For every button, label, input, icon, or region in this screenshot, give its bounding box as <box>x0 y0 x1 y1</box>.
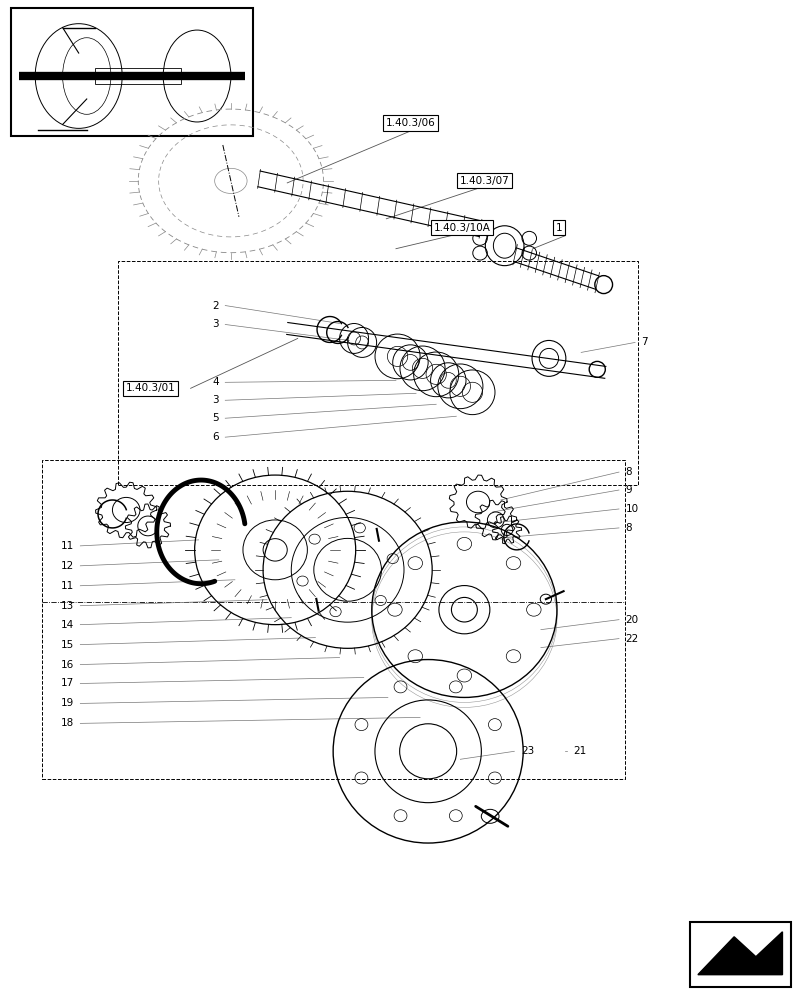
Text: 6: 6 <box>213 432 219 442</box>
Text: 1: 1 <box>556 223 562 233</box>
Text: 1.40.3/06: 1.40.3/06 <box>385 118 436 128</box>
Text: 1.40.3/01: 1.40.3/01 <box>125 383 175 393</box>
Text: 21: 21 <box>573 746 587 756</box>
Text: 12: 12 <box>61 561 74 571</box>
Text: 19: 19 <box>61 698 74 708</box>
Text: 1.40.3/07: 1.40.3/07 <box>460 176 509 186</box>
Text: 5: 5 <box>213 413 219 423</box>
Bar <box>95 68 181 84</box>
Text: 10: 10 <box>625 504 638 514</box>
Text: 8: 8 <box>625 523 632 533</box>
Text: 23: 23 <box>521 746 534 756</box>
Text: 16: 16 <box>61 660 74 670</box>
Text: 17: 17 <box>61 678 74 688</box>
Bar <box>690 922 790 987</box>
Text: 3: 3 <box>213 319 219 329</box>
Bar <box>11 8 253 136</box>
Text: 18: 18 <box>61 718 74 728</box>
Polygon shape <box>698 932 782 975</box>
Text: 2: 2 <box>213 301 219 311</box>
Text: 8: 8 <box>625 467 632 477</box>
Text: 15: 15 <box>61 640 74 650</box>
Text: 22: 22 <box>625 634 638 644</box>
Text: 9: 9 <box>625 485 632 495</box>
Text: 14: 14 <box>61 620 74 630</box>
Text: 11: 11 <box>61 541 74 551</box>
Text: 4: 4 <box>213 377 219 387</box>
Text: 20: 20 <box>625 615 638 625</box>
Text: 13: 13 <box>61 601 74 611</box>
Text: 1.40.3/10A: 1.40.3/10A <box>434 223 490 233</box>
Text: 11: 11 <box>61 581 74 591</box>
Text: 7: 7 <box>642 337 648 347</box>
Text: 3: 3 <box>213 395 219 405</box>
